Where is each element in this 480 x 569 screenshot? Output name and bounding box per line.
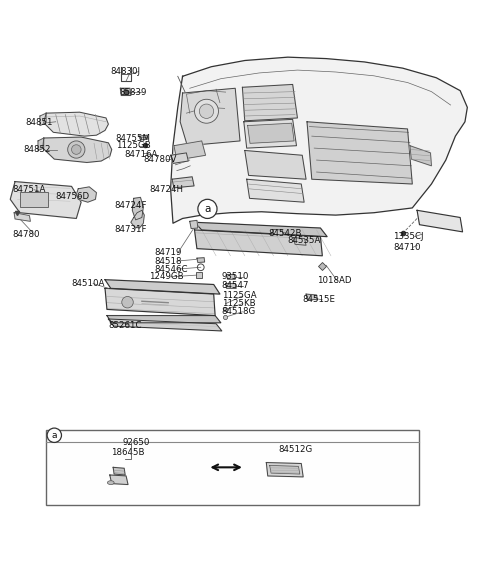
Circle shape (68, 141, 85, 158)
Polygon shape (170, 153, 188, 163)
Text: 84830J: 84830J (111, 67, 141, 76)
Polygon shape (140, 135, 148, 140)
Text: a: a (51, 431, 57, 440)
Text: 1249GB: 1249GB (149, 273, 184, 281)
Polygon shape (76, 187, 96, 202)
Text: 1018AD: 1018AD (317, 276, 351, 285)
Text: 84755M: 84755M (116, 134, 151, 143)
Polygon shape (190, 220, 198, 229)
Text: 84716A: 84716A (124, 150, 157, 159)
Circle shape (47, 428, 61, 443)
Circle shape (194, 99, 218, 123)
Polygon shape (170, 57, 468, 223)
Polygon shape (174, 141, 205, 160)
Text: 84724F: 84724F (115, 201, 147, 210)
Polygon shape (172, 177, 194, 188)
Polygon shape (248, 123, 294, 143)
Polygon shape (180, 88, 240, 146)
Text: 84719: 84719 (155, 249, 182, 257)
Polygon shape (110, 475, 128, 485)
Polygon shape (417, 211, 463, 232)
Polygon shape (38, 138, 44, 150)
Polygon shape (120, 88, 131, 96)
Text: 85839: 85839 (120, 88, 147, 97)
Text: 84518G: 84518G (222, 307, 256, 316)
Polygon shape (44, 112, 108, 136)
Text: 84546C: 84546C (155, 265, 188, 274)
Circle shape (199, 104, 214, 118)
Bar (46, 431, 420, 505)
Ellipse shape (108, 481, 114, 485)
Polygon shape (226, 283, 236, 288)
Polygon shape (307, 122, 412, 184)
Text: 84535A: 84535A (287, 236, 320, 245)
Polygon shape (245, 150, 306, 179)
Text: 84780: 84780 (12, 230, 40, 239)
Polygon shape (227, 274, 235, 279)
Polygon shape (108, 319, 222, 331)
Polygon shape (244, 119, 297, 148)
Polygon shape (270, 465, 300, 474)
Polygon shape (410, 146, 432, 166)
Circle shape (72, 145, 81, 154)
Text: 84710: 84710 (393, 242, 420, 251)
Text: 1125GA: 1125GA (222, 291, 256, 300)
Text: 84852: 84852 (24, 145, 51, 154)
Polygon shape (10, 182, 81, 218)
Text: 92650: 92650 (123, 438, 150, 447)
Text: 84512G: 84512G (278, 445, 312, 454)
Text: 1335CJ: 1335CJ (393, 232, 424, 241)
Text: 1125KB: 1125KB (222, 299, 255, 308)
Polygon shape (273, 229, 283, 235)
Text: a: a (204, 204, 211, 214)
Text: 84518: 84518 (155, 257, 182, 266)
Polygon shape (266, 463, 303, 477)
Polygon shape (242, 84, 298, 121)
Polygon shape (105, 280, 220, 294)
Polygon shape (194, 222, 327, 237)
FancyBboxPatch shape (20, 192, 48, 207)
Polygon shape (131, 211, 144, 228)
Polygon shape (247, 179, 304, 202)
Text: 85261C: 85261C (108, 321, 142, 329)
Polygon shape (105, 288, 215, 316)
Polygon shape (197, 258, 204, 262)
Text: 84751A: 84751A (12, 185, 46, 194)
Text: 84756D: 84756D (56, 192, 90, 201)
Polygon shape (132, 197, 144, 220)
Circle shape (122, 296, 133, 308)
Text: 84542B: 84542B (269, 229, 302, 238)
Polygon shape (294, 238, 306, 245)
Text: 1125GB: 1125GB (116, 141, 150, 150)
Polygon shape (40, 113, 46, 126)
Text: 84510A: 84510A (72, 279, 105, 288)
Text: 84515E: 84515E (302, 295, 335, 304)
Polygon shape (113, 467, 125, 475)
Polygon shape (43, 137, 112, 163)
Text: 93510: 93510 (222, 273, 249, 281)
Text: 18645B: 18645B (111, 447, 144, 456)
Text: 84780V: 84780V (144, 155, 177, 164)
Circle shape (198, 199, 217, 218)
Text: 84724H: 84724H (149, 185, 183, 194)
Text: 84547: 84547 (222, 282, 249, 290)
Text: 84731F: 84731F (115, 225, 147, 234)
Polygon shape (107, 316, 221, 323)
Text: 84851: 84851 (25, 118, 53, 127)
Polygon shape (306, 294, 318, 300)
Polygon shape (194, 230, 323, 256)
Polygon shape (14, 213, 30, 221)
